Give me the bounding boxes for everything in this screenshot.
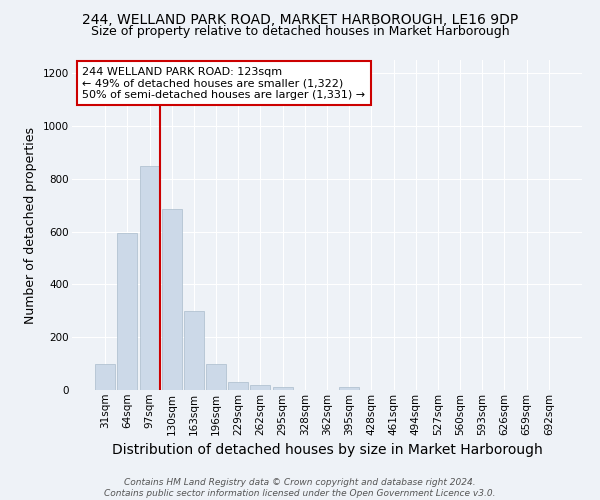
Text: 244 WELLAND PARK ROAD: 123sqm
← 49% of detached houses are smaller (1,322)
50% o: 244 WELLAND PARK ROAD: 123sqm ← 49% of d… — [82, 66, 365, 100]
Bar — [339, 388, 359, 390]
Text: Size of property relative to detached houses in Market Harborough: Size of property relative to detached ho… — [91, 24, 509, 38]
Y-axis label: Number of detached properties: Number of detached properties — [25, 126, 37, 324]
X-axis label: Distribution of detached houses by size in Market Harborough: Distribution of detached houses by size … — [112, 443, 542, 457]
Text: 244, WELLAND PARK ROAD, MARKET HARBOROUGH, LE16 9DP: 244, WELLAND PARK ROAD, MARKET HARBOROUG… — [82, 12, 518, 26]
Bar — [250, 384, 271, 390]
Bar — [206, 364, 226, 390]
Bar — [272, 388, 293, 390]
Bar — [162, 209, 182, 390]
Bar — [118, 233, 137, 390]
Bar — [140, 166, 160, 390]
Bar — [184, 311, 204, 390]
Bar — [228, 382, 248, 390]
Bar — [95, 364, 115, 390]
Text: Contains HM Land Registry data © Crown copyright and database right 2024.
Contai: Contains HM Land Registry data © Crown c… — [104, 478, 496, 498]
